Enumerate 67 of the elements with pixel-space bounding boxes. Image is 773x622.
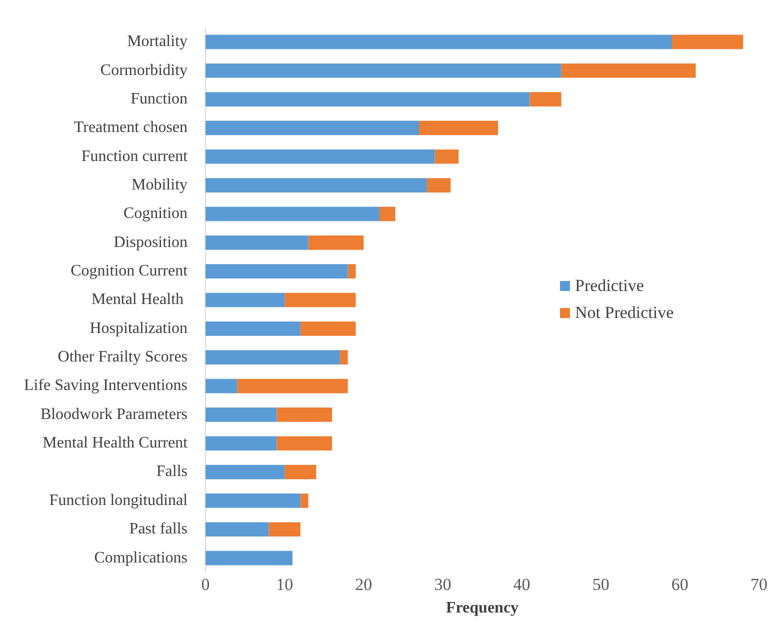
x-tick-label: 70 bbox=[750, 575, 768, 594]
y-tick-label: Mental Health Current bbox=[42, 434, 188, 452]
y-tick-label: Mental Health bbox=[92, 291, 188, 308]
bar bbox=[340, 350, 348, 365]
bar bbox=[434, 149, 459, 164]
y-tick-label: Falls bbox=[156, 463, 188, 480]
x-tick-label: 10 bbox=[276, 575, 294, 594]
y-tick-label: Function bbox=[130, 90, 188, 108]
y-tick-label: Complications bbox=[94, 549, 188, 566]
bar bbox=[206, 436, 277, 451]
bar bbox=[284, 464, 316, 480]
bar bbox=[206, 92, 530, 106]
legend-label: Predictive bbox=[575, 276, 644, 295]
bar bbox=[308, 235, 364, 250]
bar bbox=[206, 292, 285, 308]
y-tick-label: Mortality bbox=[127, 33, 188, 50]
bar bbox=[206, 350, 340, 365]
y-tick-label: Cognition Current bbox=[70, 262, 188, 280]
x-tick-label: 20 bbox=[355, 575, 372, 594]
x-axis-title: Frequency bbox=[446, 600, 519, 617]
bar bbox=[237, 378, 348, 394]
bar bbox=[206, 120, 420, 136]
y-tick-label: Cognition bbox=[124, 205, 188, 222]
x-tick-label: 50 bbox=[592, 575, 610, 594]
bar bbox=[206, 550, 292, 566]
bar bbox=[206, 464, 285, 480]
bar bbox=[561, 63, 696, 78]
x-tick-label: 40 bbox=[513, 575, 530, 594]
bar bbox=[206, 378, 238, 394]
x-tick-label: 0 bbox=[201, 575, 210, 594]
bar bbox=[206, 322, 300, 336]
y-tick-label: Life Saving Interventions bbox=[24, 377, 188, 394]
bar bbox=[206, 178, 427, 192]
bar bbox=[300, 494, 308, 508]
bar bbox=[268, 522, 300, 537]
bar bbox=[206, 408, 277, 422]
bar bbox=[348, 264, 356, 278]
y-tick-label: Bloodwork Parameters bbox=[40, 406, 188, 423]
y-tick-label: Hospitalization bbox=[90, 320, 188, 337]
bar bbox=[206, 63, 562, 78]
x-tick-label: 60 bbox=[671, 575, 688, 594]
bar bbox=[206, 149, 435, 164]
y-tick-label: Past falls bbox=[129, 520, 188, 538]
y-tick-label: Disposition bbox=[114, 234, 188, 251]
bar bbox=[426, 178, 451, 192]
y-tick-label: Function current bbox=[81, 148, 188, 165]
y-tick-label: Cormorbidity bbox=[100, 62, 188, 79]
bar bbox=[276, 408, 332, 422]
bar bbox=[300, 322, 356, 336]
bar bbox=[276, 436, 332, 451]
legend-label: Not Predictive bbox=[575, 303, 674, 322]
bar bbox=[672, 34, 744, 50]
y-tick-label: Treatment chosen bbox=[74, 119, 188, 136]
y-tick-label: Mobility bbox=[132, 176, 188, 194]
bar bbox=[206, 206, 380, 222]
bar bbox=[379, 206, 396, 222]
x-tick-label: 30 bbox=[434, 575, 452, 594]
bar bbox=[530, 92, 562, 106]
y-tick-label: Function longitudinal bbox=[49, 492, 188, 509]
bar bbox=[206, 34, 672, 50]
y-tick-label: Other Frailty Scores bbox=[58, 348, 188, 366]
bar bbox=[206, 235, 308, 250]
bar bbox=[284, 292, 356, 308]
bar bbox=[419, 120, 498, 136]
bar bbox=[206, 264, 348, 278]
bar bbox=[206, 494, 300, 508]
bar bbox=[206, 522, 269, 537]
